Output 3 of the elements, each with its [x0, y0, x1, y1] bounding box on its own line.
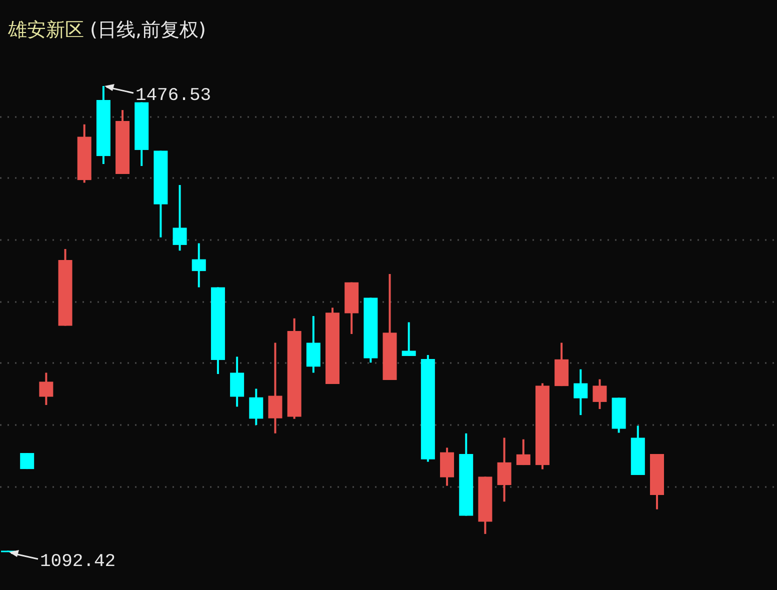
- annotation: 1092.42: [40, 552, 116, 572]
- annotation: 1476.53: [135, 86, 212, 106]
- chart-title: 雄安新区 (日线,前复权): [7, 19, 206, 41]
